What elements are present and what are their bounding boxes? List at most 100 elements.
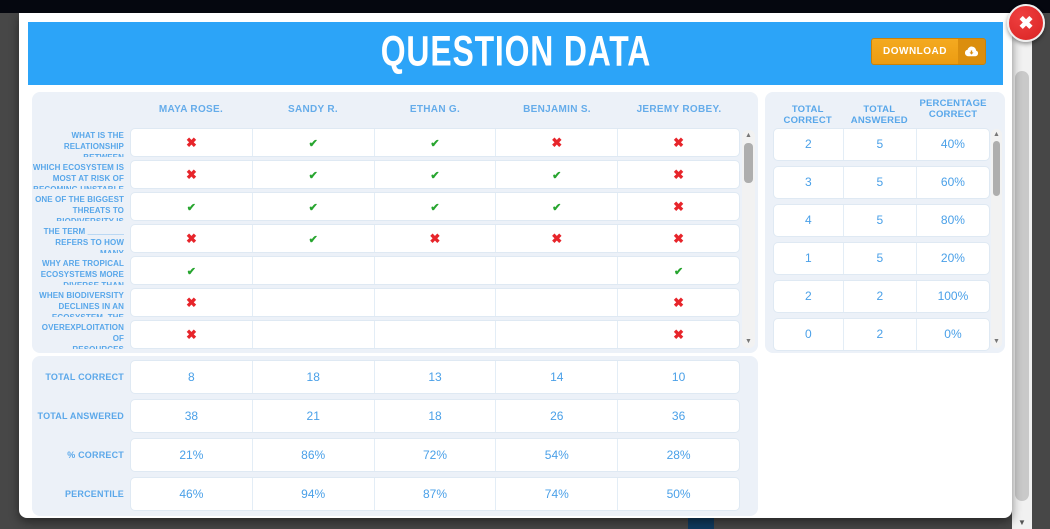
answer-cell [251, 225, 374, 252]
answer-cell [251, 257, 374, 284]
question-stats-panel: TOTAL CORRECT TOTAL ANSWERED PERCENTAGE … [765, 92, 1005, 353]
summary-cell: 87% [373, 478, 496, 510]
question-label: OVEREXPLOITATION OFRESOURCES ________. [41, 323, 124, 349]
summary-cell: 8 [188, 370, 195, 384]
stats-cell: 40% [915, 129, 989, 160]
answer-mark-icon [187, 198, 196, 216]
answer-cell [617, 321, 739, 348]
summary-row-label: TOTAL ANSWERED [37, 411, 124, 421]
answer-mark-icon [309, 166, 318, 184]
answer-cell [495, 321, 617, 348]
summary-panel: TOTAL CORRECT 8 18 13 14 10 TOTAL ANSWER… [32, 356, 758, 516]
student-name: ETHAN G. [409, 104, 461, 115]
answer-mark-icon [673, 294, 684, 312]
modal-header: QUESTION DATA DOWNLOAD [28, 22, 1003, 85]
answer-row-bar [130, 256, 740, 285]
summary-row: TOTAL ANSWERED 38 21 18 26 36 [32, 399, 758, 433]
answer-cell [131, 129, 252, 156]
scrollbar-down-arrow[interactable]: ▼ [745, 338, 752, 345]
answer-mark-icon [673, 134, 684, 152]
answer-cell [251, 161, 374, 188]
answer-mark-icon [309, 198, 318, 216]
summary-cell: 94% [251, 478, 374, 510]
page-scrollbar-thumb[interactable] [1015, 71, 1029, 501]
answer-mark-icon [551, 134, 562, 152]
student-name: BENJAMIN S. [523, 104, 591, 115]
page-scrollbar[interactable]: ▼ [1012, 13, 1032, 529]
stats-cell: 0 [805, 327, 812, 341]
answer-mark-icon [309, 230, 318, 248]
page-scrollbar-down-arrow[interactable]: ▼ [1018, 518, 1026, 527]
summary-cell: 38 [184, 409, 199, 423]
download-button[interactable]: DOWNLOAD [871, 38, 986, 65]
summary-cell: 18 [373, 400, 496, 432]
summary-cell: 10 [617, 361, 739, 393]
answer-cell [251, 289, 374, 316]
answer-cell [131, 321, 252, 348]
summary-cell: 21% [179, 448, 204, 462]
stats-cell: 1 [805, 251, 812, 265]
answer-row-bar [130, 224, 740, 253]
scrollbar-thumb[interactable] [744, 143, 753, 183]
stats-row: 4 5 80% [773, 204, 990, 237]
summary-cell: 21 [251, 400, 374, 432]
scrollbar-thumb[interactable] [993, 141, 1000, 196]
stats-scrollbar[interactable]: ▲ ▼ [991, 129, 1002, 348]
scrollbar-up-arrow[interactable]: ▲ [745, 132, 752, 139]
answer-mark-icon [186, 166, 197, 184]
answer-mark-icon [186, 294, 197, 312]
summary-row-bar: 8 18 13 14 10 [130, 360, 740, 394]
student-name: JEREMY ROBEY. [636, 104, 722, 115]
summary-cell: 14 [495, 361, 617, 393]
stats-header-row: TOTAL CORRECT TOTAL ANSWERED PERCENTAGE … [773, 92, 990, 126]
stats-header-total-correct: TOTAL CORRECT [783, 104, 832, 126]
stats-row: 2 2 100% [773, 280, 990, 313]
summary-cell: 36 [617, 400, 739, 432]
question-grid-panel: MAYA ROSE. SANDY R. ETHAN G. BENJAMIN S.… [32, 92, 758, 353]
grid-scrollbar[interactable]: ▲ ▼ [742, 130, 755, 348]
summary-cell: 50% [617, 478, 739, 510]
answer-cell [617, 225, 739, 252]
top-bar [0, 0, 1050, 13]
answer-cell [617, 161, 739, 188]
answer-cell [251, 321, 374, 348]
answer-row-bar [130, 160, 740, 189]
stats-cell: 60% [915, 167, 989, 198]
answer-cell [617, 193, 739, 220]
answer-cell [373, 289, 496, 316]
answer-mark-icon [674, 262, 683, 280]
scrollbar-up-arrow[interactable]: ▲ [993, 131, 1000, 138]
summary-cell: 46% [179, 487, 204, 501]
scrollbar-down-arrow[interactable]: ▼ [993, 338, 1000, 345]
question-data-modal: QUESTION DATA DOWNLOAD MAYA ROSE. SANDY … [19, 13, 1012, 518]
answer-mark-icon [673, 230, 684, 248]
summary-cell: 18 [251, 361, 374, 393]
stats-cell: 2 [842, 319, 916, 350]
answer-cell [131, 161, 252, 188]
stats-cell: 2 [805, 137, 812, 151]
stats-cell: 5 [842, 129, 916, 160]
answer-mark-icon [309, 134, 318, 152]
answer-cell [617, 289, 739, 316]
close-button[interactable]: ✖ [1007, 4, 1045, 42]
stats-cell: 20% [915, 243, 989, 274]
background-element-stub [688, 518, 714, 529]
answer-cell [495, 129, 617, 156]
summary-row-label: % CORRECT [67, 450, 124, 460]
answer-mark-icon [551, 230, 562, 248]
summary-rows-container: TOTAL CORRECT 8 18 13 14 10 TOTAL ANSWER… [32, 356, 758, 511]
download-button-label: DOWNLOAD [872, 39, 958, 64]
answer-cell [131, 257, 252, 284]
answer-cell [495, 289, 617, 316]
answer-cell [495, 193, 617, 220]
summary-row: PERCENTILE 46% 94% 87% 74% 50% [32, 477, 758, 511]
